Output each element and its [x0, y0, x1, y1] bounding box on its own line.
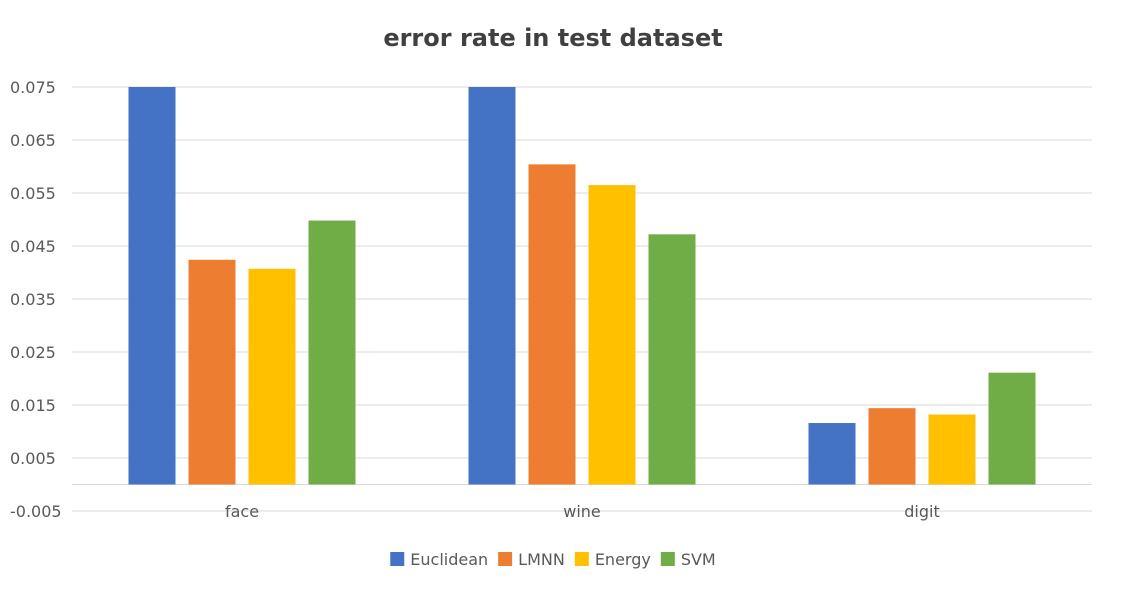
bar-face-lmnn — [188, 259, 236, 485]
y-tick-label: 0.045 — [10, 237, 56, 256]
legend-item-energy: Energy — [574, 550, 651, 569]
bar-wine-energy — [588, 185, 636, 485]
bar-wine-euclidean — [468, 87, 516, 485]
bar-wine-svm — [648, 234, 696, 485]
y-tick-label: -0.005 — [10, 502, 62, 521]
legend-label: LMNN — [518, 550, 565, 569]
y-tick-label: 0.015 — [10, 396, 56, 415]
legend: Euclidean LMNN Energy SVM — [390, 550, 716, 569]
x-category-label: face — [225, 502, 259, 521]
y-tick-label: 0.005 — [10, 449, 56, 468]
bar-digit-svm — [988, 372, 1036, 485]
y-tick-label: 0.055 — [10, 184, 56, 203]
bar-face-svm — [308, 220, 356, 485]
y-tick-label: 0.025 — [10, 343, 56, 362]
bar-wine-lmnn — [528, 164, 576, 485]
x-category-label: wine — [563, 502, 601, 521]
y-tick-label: 0.065 — [10, 131, 56, 150]
legend-item-euclidean: Euclidean — [390, 550, 488, 569]
chart-title: error rate in test dataset — [383, 24, 722, 52]
legend-swatch — [660, 552, 675, 566]
legend-item-svm: SVM — [660, 550, 716, 569]
legend-swatch — [498, 552, 513, 566]
bar-digit-euclidean — [808, 423, 856, 485]
bars — [128, 87, 1036, 485]
x-category-label: digit — [904, 502, 939, 521]
legend-label: Energy — [595, 550, 651, 569]
x-axis-category-labels: face wine digit — [225, 502, 940, 521]
y-tick-label: 0.075 — [10, 78, 56, 97]
bar-digit-energy — [928, 414, 976, 485]
bar-digit-lmnn — [868, 408, 916, 485]
legend-swatch — [390, 552, 405, 566]
gridlines — [72, 86, 1092, 512]
legend-swatch — [574, 552, 589, 566]
bar-face-euclidean — [128, 87, 176, 485]
legend-item-lmnn: LMNN — [498, 550, 565, 569]
y-tick-label: 0.035 — [10, 290, 56, 309]
legend-label: SVM — [681, 550, 716, 569]
bar-face-energy — [248, 268, 296, 485]
y-axis-tick-labels: -0.005 0.005 0.015 0.025 0.035 0.045 0.055 0.06… — [10, 78, 62, 521]
legend-label: Euclidean — [410, 550, 488, 569]
